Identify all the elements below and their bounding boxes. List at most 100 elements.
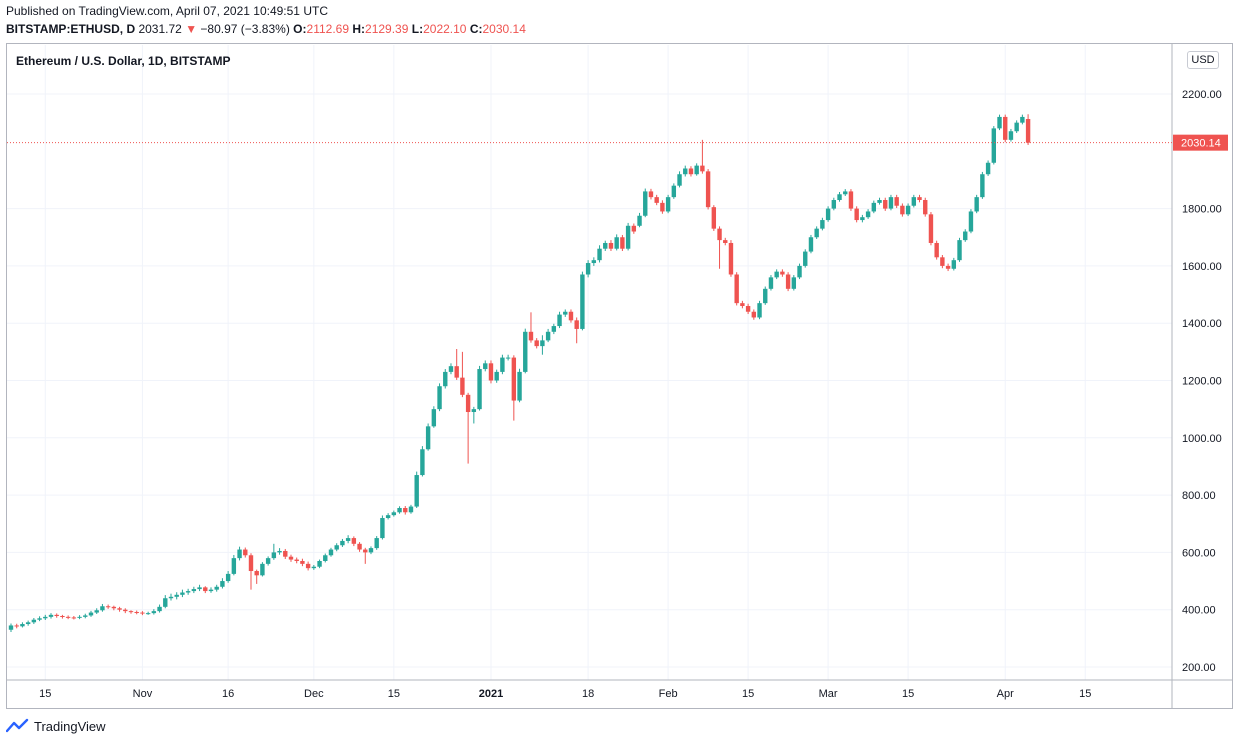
candle-body: [237, 549, 242, 559]
candle-body: [117, 608, 122, 610]
tradingview-logo-icon: [6, 718, 29, 733]
candle-body: [711, 207, 717, 229]
candle-body: [928, 214, 934, 243]
candle-body: [723, 240, 728, 243]
candle-body: [877, 200, 882, 203]
candle-body: [294, 559, 299, 561]
candle-body: [305, 563, 311, 569]
low-value: 2022.10: [423, 22, 467, 36]
candle-body: [88, 612, 94, 616]
candle-body: [311, 566, 317, 569]
close-label: C:: [469, 22, 483, 36]
candle-body: [797, 265, 802, 278]
x-tick-label: 15: [39, 688, 51, 700]
candle-body: [745, 306, 751, 312]
footer-brand[interactable]: TradingView: [6, 718, 106, 734]
x-tick-label: 15: [902, 688, 914, 700]
candle-body: [768, 277, 774, 289]
y-tick-label: 1800.00: [1182, 204, 1222, 216]
open-label: O:: [293, 22, 307, 36]
candle-body: [568, 311, 574, 321]
candle-body: [791, 277, 797, 289]
candle-body: [980, 174, 985, 198]
candle-body: [740, 303, 745, 307]
candle-body: [248, 555, 254, 572]
candle-body: [717, 228, 722, 241]
candle-body: [523, 331, 528, 372]
candle-body: [820, 220, 825, 229]
candle-body: [288, 556, 294, 560]
high-value: 2129.39: [365, 22, 409, 36]
candle-body: [460, 377, 465, 395]
candle-body: [660, 202, 665, 212]
x-tick-label: 15: [742, 688, 754, 700]
candle-body: [985, 162, 991, 175]
x-tick-label: 2021: [479, 688, 503, 700]
candle-body: [340, 540, 345, 546]
candle-body: [888, 197, 894, 209]
candle-body: [780, 271, 785, 275]
candle-body: [151, 611, 157, 614]
candle-body: [225, 573, 231, 582]
candle-body: [20, 624, 25, 627]
candle-body: [963, 231, 968, 241]
candle-body: [345, 538, 351, 541]
candle-body: [471, 409, 477, 413]
x-tick-label: Mar: [819, 688, 838, 700]
candle-body: [368, 548, 374, 553]
y-tick-label: 600.00: [1182, 547, 1216, 559]
candle-body: [477, 369, 482, 410]
candle-body: [443, 371, 448, 387]
change-value: −80.97 (−3.83%): [200, 22, 290, 36]
candle-body: [357, 543, 362, 550]
candle-body: [8, 625, 14, 630]
candle-body: [1008, 131, 1014, 140]
candle-body: [968, 211, 974, 232]
candle-body: [843, 191, 848, 195]
candle-body: [694, 165, 699, 175]
candle-body: [751, 311, 757, 318]
candle-body: [991, 128, 997, 163]
candle-body: [328, 549, 334, 556]
last-price-label: 2030.14: [1181, 138, 1221, 150]
x-tick-label: 16: [222, 688, 234, 700]
candle-body: [203, 587, 208, 592]
chart-title: Ethereum / U.S. Dollar, 1D, BITSTAMP: [16, 54, 231, 68]
candle-body: [265, 558, 271, 564]
candle-body: [860, 217, 865, 221]
candle-body: [900, 205, 905, 215]
candle-body: [1003, 116, 1008, 140]
y-tick-label: 1400.00: [1182, 318, 1222, 330]
candle-body: [163, 598, 168, 607]
candle-body: [654, 197, 659, 203]
last-price-tag: [1173, 134, 1228, 151]
candle-body: [974, 197, 979, 212]
x-tick-label: Feb: [659, 688, 678, 700]
ohlc-legend: BITSTAMP:ETHUSD, D 2031.72 ▼ −80.97 (−3.…: [6, 22, 526, 36]
y-tick-label: 1200.00: [1182, 376, 1222, 388]
candle-body: [563, 311, 568, 315]
candle-body: [111, 606, 117, 609]
candle-body: [734, 274, 739, 304]
candle-body: [105, 606, 111, 608]
candle-body: [260, 563, 265, 576]
brand-text: TradingView: [34, 718, 106, 734]
candle-body: [488, 363, 494, 381]
candle-body: [283, 550, 288, 557]
candle-body: [214, 586, 219, 590]
candle-body: [271, 552, 277, 559]
candle-body: [231, 558, 237, 574]
candle-body: [100, 606, 105, 611]
candle-body: [180, 592, 185, 595]
candle-body: [671, 185, 677, 198]
currency-button[interactable]: USD: [1187, 51, 1219, 69]
candle-body: [957, 240, 962, 261]
candle-body: [420, 449, 425, 476]
close-value: 2030.14: [482, 22, 526, 36]
candle-body: [77, 616, 82, 618]
candle-body: [580, 274, 585, 329]
candle-body: [528, 331, 534, 341]
candle-body: [700, 165, 705, 172]
candle-body: [825, 208, 831, 221]
